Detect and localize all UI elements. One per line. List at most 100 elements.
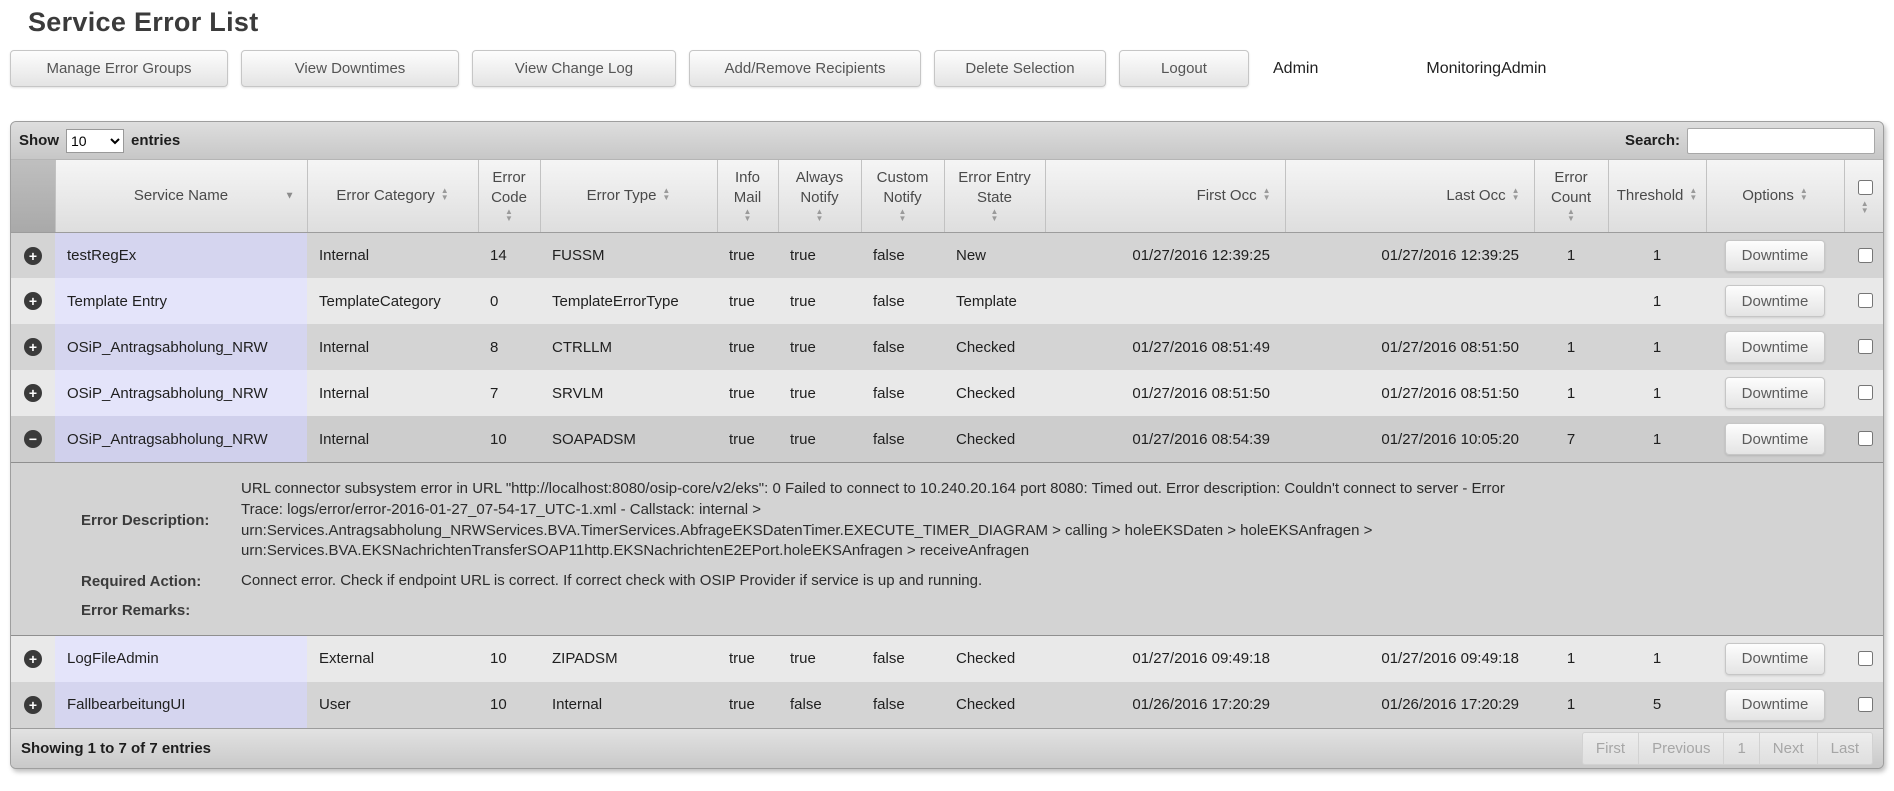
column-header-options[interactable]: Options ▲ ▼ (1706, 160, 1845, 233)
sort-both-icon: ▲ ▼ (1262, 186, 1271, 203)
cell-error_count: 1 (1534, 324, 1608, 371)
search-control: Search: (1625, 127, 1875, 154)
column-header-service_name[interactable]: ▼ Service Name (55, 160, 308, 233)
action-button-manage-error-groups[interactable]: Manage Error Groups (10, 50, 228, 88)
column-header-error_entry_state[interactable]: Error Entry State ▲ ▼ (944, 160, 1046, 233)
sort-both-icon: ▲ ▼ (743, 207, 752, 224)
action-button-logout[interactable]: Logout (1119, 50, 1249, 88)
cell-custom_notify: false (861, 681, 944, 728)
row-select-checkbox[interactable] (1857, 696, 1873, 712)
row-select-checkbox[interactable] (1857, 247, 1873, 263)
column-header-last_occ[interactable]: Last Occ ▲ ▼ (1285, 160, 1535, 233)
column-label-custom_notify: Custom Notify (876, 169, 929, 206)
row-select-checkbox[interactable] (1857, 339, 1873, 355)
cell-info_mail: true (717, 681, 778, 728)
cell-error_type: ZIPADSM (540, 635, 717, 682)
cell-select (1844, 635, 1883, 682)
cell-service_name: LogFileAdmin (55, 635, 307, 682)
pagination-next[interactable]: Next (1759, 731, 1818, 765)
downtime-button[interactable]: Downtime (1725, 377, 1825, 410)
error-row-3: + OSiP_Antragsabholung_NRW Internal 8 CTRLLM… (11, 324, 1883, 371)
error-row-1: + testRegEx Internal 14 FUSSM true true false Ne… (11, 232, 1883, 279)
cell-error_category: TemplateCategory (307, 278, 478, 325)
cell-threshold: 1 (1608, 278, 1706, 325)
pagination-first[interactable]: First (1581, 731, 1640, 765)
cell-select (1844, 681, 1883, 728)
downtime-button[interactable]: Downtime (1725, 239, 1825, 272)
cell-options: Downtime (1706, 324, 1844, 371)
cell-select (1844, 232, 1883, 279)
pagination: First Previous 1 Next Last (1581, 731, 1873, 765)
cell-info_mail: true (717, 370, 778, 417)
cell-error_type: Internal (540, 681, 717, 728)
column-header-always_notify[interactable]: Always Notify ▲ ▼ (778, 160, 862, 233)
column-header-error_count[interactable]: Error Count ▲ ▼ (1534, 160, 1609, 233)
cell-error_entry_state: Template (944, 278, 1045, 325)
pagination-last[interactable]: Last (1817, 731, 1873, 765)
column-label-error_code: Error Code (491, 169, 527, 206)
column-header-error_category[interactable]: Error Category ▲ ▼ (307, 160, 479, 233)
cell-service_name: OSiP_Antragsabholung_NRW (55, 324, 307, 371)
sort-both-icon: ▲ ▼ (1860, 198, 1869, 215)
row-select-checkbox[interactable] (1857, 385, 1873, 401)
cell-expand: + (11, 681, 55, 728)
select-all-checkbox[interactable] (1857, 179, 1873, 195)
expand-row-icon[interactable]: + (24, 246, 42, 265)
search-input[interactable] (1687, 127, 1875, 154)
downtime-button[interactable]: Downtime (1725, 642, 1825, 675)
cell-options: Downtime (1706, 278, 1844, 325)
row-select-checkbox[interactable] (1857, 431, 1873, 447)
downtime-button[interactable]: Downtime (1725, 331, 1825, 364)
action-button-view-change-log[interactable]: View Change Log (472, 50, 676, 88)
entries-info: Showing 1 to 7 of 7 entries (21, 739, 212, 757)
row-select-checkbox[interactable] (1857, 650, 1873, 666)
row-select-checkbox[interactable] (1857, 293, 1873, 309)
cell-error_count: 7 (1534, 416, 1608, 463)
column-header-error_type[interactable]: Error Type ▲ ▼ (540, 160, 718, 233)
page-length-select[interactable]: 10 (66, 128, 124, 153)
cell-info_mail: true (717, 278, 778, 325)
cell-last_occ: 01/27/2016 10:05:20 (1285, 416, 1534, 463)
pagination-previous[interactable]: Previous (1639, 731, 1725, 765)
cell-error_type: SOAPADSM (540, 416, 717, 463)
column-header-select[interactable]: ▲ ▼ (1844, 160, 1883, 233)
action-button-delete-selection[interactable]: Delete Selection (934, 50, 1106, 88)
pagination-1[interactable]: 1 (1724, 731, 1760, 765)
collapse-row-icon[interactable]: − (24, 430, 42, 449)
cell-first_occ: 01/27/2016 12:39:25 (1045, 232, 1285, 279)
cell-options: Downtime (1706, 416, 1844, 463)
downtime-button[interactable]: Downtime (1725, 688, 1825, 721)
cell-info_mail: true (717, 232, 778, 279)
cell-threshold: 1 (1608, 232, 1706, 279)
expand-row-icon[interactable]: + (24, 384, 42, 403)
cell-first_occ: 01/27/2016 09:49:18 (1045, 635, 1285, 682)
column-header-error_code[interactable]: Error Code ▲ ▼ (478, 160, 541, 233)
expand-row-icon[interactable]: + (24, 649, 42, 668)
cell-always_notify: true (778, 370, 861, 417)
cell-error_entry_state: Checked (944, 681, 1045, 728)
expand-row-icon[interactable]: + (24, 695, 42, 714)
cell-error_category: Internal (307, 370, 478, 417)
cell-first_occ: 01/27/2016 08:51:49 (1045, 324, 1285, 371)
cell-service_name: Template Entry (55, 278, 307, 325)
cell-error_category: External (307, 635, 478, 682)
column-header-info_mail[interactable]: Info Mail ▲ ▼ (717, 160, 779, 233)
page-length-control: Show 10 entries (19, 128, 181, 153)
action-button-view-downtimes[interactable]: View Downtimes (241, 50, 459, 88)
cell-service_name: OSiP_Antragsabholung_NRW (55, 370, 307, 417)
expand-row-icon[interactable]: + (24, 338, 42, 357)
detail-label: Required Action: (81, 572, 202, 590)
column-header-custom_notify[interactable]: Custom Notify ▲ ▼ (861, 160, 945, 233)
column-header-threshold[interactable]: Threshold ▲ ▼ (1608, 160, 1707, 233)
downtime-button[interactable]: Downtime (1725, 285, 1825, 318)
expand-row-icon[interactable]: + (24, 292, 42, 311)
cell-custom_notify: false (861, 278, 944, 325)
column-label-last_occ: Last Occ (1446, 187, 1506, 205)
entries-label: entries (131, 132, 181, 150)
action-button-add-remove-recipients[interactable]: Add/Remove Recipients (689, 50, 921, 88)
cell-error_code: 7 (478, 370, 540, 417)
table-footer: Showing 1 to 7 of 7 entries First Previou… (11, 727, 1883, 768)
downtime-button[interactable]: Downtime (1725, 423, 1825, 456)
error-row-2: + Template Entry TemplateCategory 0 Template… (11, 278, 1883, 325)
column-header-first_occ[interactable]: First Occ ▲ ▼ (1045, 160, 1286, 233)
